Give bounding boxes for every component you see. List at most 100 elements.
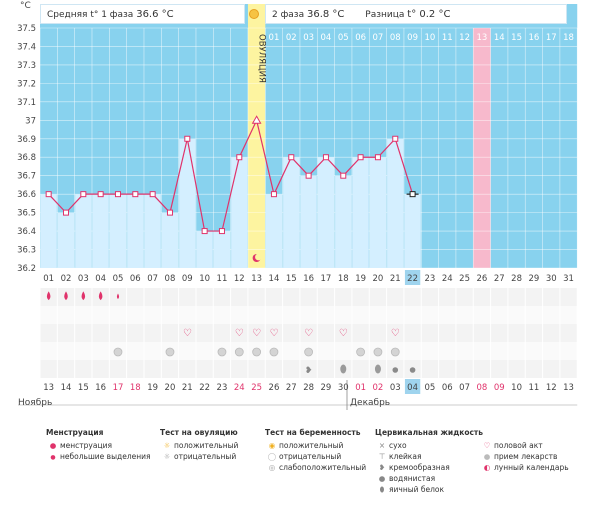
cycle-day-label: 09: [182, 274, 193, 284]
phase1-summary: Средняя t° 1 фаза 36.6 °C: [40, 4, 245, 24]
phase2-day-label: 07: [373, 33, 384, 43]
temperature-bar: [213, 231, 231, 268]
data-point: [45, 191, 52, 198]
date-label: 17: [113, 383, 124, 393]
phase2-day-label: 10: [425, 33, 436, 43]
legend-item: менструация: [60, 441, 112, 450]
phase2-summary: 2 фаза 36.8 °C Разница t° 0.2 °C: [265, 4, 567, 24]
heart-icon: ♡: [391, 328, 400, 339]
phase1-label: Средняя t° 1 фаза: [47, 10, 134, 20]
icon-row-band: [40, 324, 578, 342]
y-tick-label: 37: [25, 116, 36, 126]
legend-item: отрицательный: [279, 452, 342, 461]
date-label: 16: [95, 383, 106, 393]
cycle-day-label: 19: [355, 274, 366, 284]
data-point: [340, 172, 347, 179]
phase2-day-label: 17: [546, 33, 557, 43]
phase1-value: 36.6 °C: [136, 9, 174, 20]
cycle-day-label: 23: [425, 274, 436, 284]
data-point: [357, 154, 364, 161]
y-tick-label: 37.4: [17, 42, 36, 52]
legend-ovulation-title: Тест на овуляцию: [160, 428, 238, 437]
temperature-bar: [265, 194, 283, 268]
temperature-bar: [231, 157, 248, 268]
date-label: 09: [494, 383, 505, 393]
temperature-bar: [196, 231, 213, 268]
sun-icon: [249, 9, 259, 19]
temperature-bar: [179, 138, 196, 268]
date-label: 24: [234, 383, 245, 393]
highlight-column: [473, 28, 491, 268]
phase2-day-label: 08: [390, 33, 401, 43]
today-highlight: [404, 270, 421, 285]
phase2-day-label: 18: [563, 33, 574, 43]
y-tick-label: 36.8: [17, 153, 36, 163]
legend-item: положительный: [174, 441, 239, 450]
legend-pregnancy-test: Тест на беременность ◉ положительный ◯ отр…: [265, 428, 366, 473]
y-tick-label: 37.3: [17, 61, 36, 71]
legend-item: кремообразная: [389, 463, 450, 472]
legend-fluid-title: Цервикальная жидкость: [375, 428, 484, 437]
cycle-day-label: 17: [321, 274, 332, 284]
cycle-day-label: 29: [528, 274, 539, 284]
dry-icon: ×: [378, 441, 386, 450]
legend-ovulation-test: Тест на овуляцию ☼ положительный ☼ отрицат…: [160, 428, 238, 462]
cycle-day-label: 07: [147, 274, 158, 284]
pill-icon: [304, 347, 314, 357]
creamy-icon: ❥: [378, 463, 386, 472]
sun-gray-icon: ☼: [163, 452, 171, 461]
date-label: 23: [217, 383, 228, 393]
date-label: 03: [390, 383, 401, 393]
cycle-day-label: 28: [511, 274, 522, 284]
date-label: 14: [61, 383, 72, 393]
data-point: [166, 209, 173, 216]
cycle-day-label: 04: [95, 274, 106, 284]
egg-white-icon: ⬮: [379, 485, 385, 494]
y-tick-label: 36.3: [17, 246, 36, 256]
diff-value: t° 0.2 °C: [407, 9, 451, 20]
data-point: [236, 154, 243, 161]
legend-item: положительный: [279, 441, 344, 450]
heart-icon: ♡: [269, 328, 278, 339]
phase2-day-label: 06: [355, 33, 366, 43]
y-axis: 37.5 37.4 37.3 37.2 37.1 37 36.9 36.8 36.7 36.6 36…: [17, 24, 36, 274]
date-axis: 13 14 15 16 17 18 19 20 21 22 23 24 25 26 27 28 29 30 01 02…: [18, 379, 578, 410]
y-tick-label: 36.2: [17, 264, 36, 274]
cycle-day-label: 14: [269, 274, 280, 284]
cycle-day-label: 31: [563, 274, 574, 284]
date-label: 13: [563, 383, 574, 393]
data-point: [374, 154, 381, 161]
cycle-day-axis: 01 02 03 04 05 06 07 08 09 10 11 12 13 14 15 16 17 18 19 20…: [43, 270, 574, 285]
phase2-day-label: 09: [407, 33, 418, 43]
month-november: Ноябрь: [18, 398, 53, 408]
phase2-day-label: 02: [286, 33, 297, 43]
menstruation-drop-icon: [116, 293, 120, 299]
y-tick-label: 36.7: [17, 172, 36, 182]
cycle-day-label: 22: [407, 274, 418, 284]
temperature-bar: [335, 175, 352, 268]
phase2-day-label: 11: [442, 33, 453, 43]
menstruation-drop-icon: [64, 291, 68, 301]
legend-pregnancy-title: Тест на беременность: [265, 428, 361, 437]
date-label: 27: [286, 383, 297, 393]
cycle-day-label: 24: [442, 274, 453, 284]
phase2-value: 36.8 °C: [306, 9, 345, 20]
cycle-day-label: 06: [130, 274, 141, 284]
date-label: 04: [407, 383, 418, 393]
today-date-highlight: [404, 379, 421, 394]
symptom-icons: ♡ ♡ ♡ ♡ ♡ ♡ ♡ ❥: [39, 253, 578, 378]
pill-icon: [252, 347, 262, 357]
legend-other: ♡ половой акт ● прием лекарств ◐ лунный кал…: [480, 440, 569, 473]
cycle-day-label: 27: [494, 274, 505, 284]
data-point: [218, 228, 225, 235]
legend-item: половой акт: [494, 441, 543, 450]
temperature-bar: [127, 194, 144, 268]
data-point: [97, 191, 104, 198]
menstruation-drop-icon: [98, 291, 103, 301]
cycle-day-label: 30: [546, 274, 557, 284]
date-label: 10: [511, 383, 522, 393]
moon-shadow: [255, 253, 262, 261]
cycle-day-label: 03: [78, 274, 89, 284]
pill-icon: [113, 347, 123, 357]
ovulation-point: [251, 115, 262, 124]
